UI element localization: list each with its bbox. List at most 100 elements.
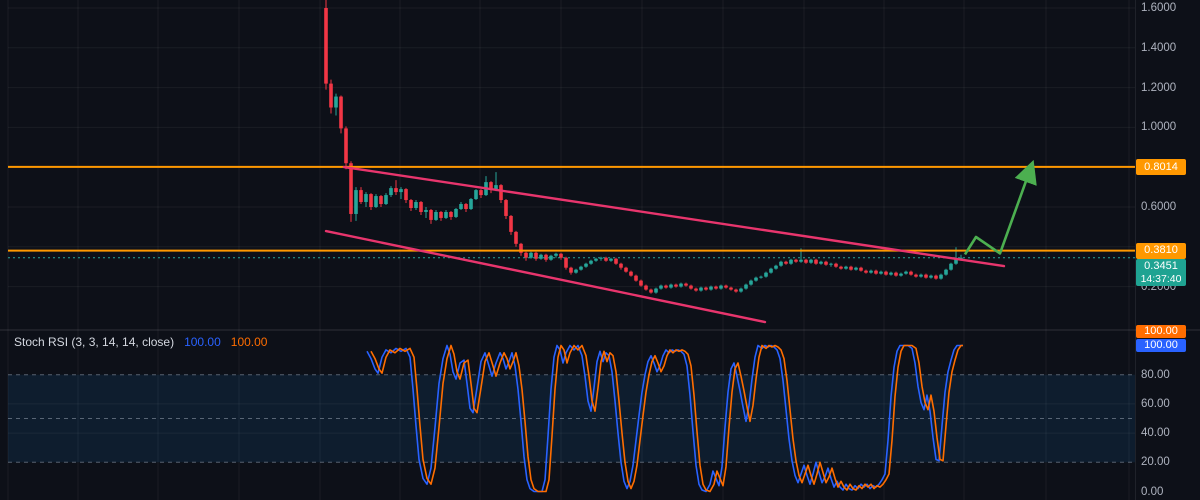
- candle: [924, 274, 928, 278]
- candle: [759, 276, 763, 278]
- candle: [429, 209, 433, 220]
- last-price-value: 0.3451: [1144, 260, 1178, 273]
- candle: [949, 263, 953, 270]
- candle: [789, 259, 793, 264]
- candle: [329, 83, 333, 108]
- indicator-title[interactable]: Stoch RSI (3, 3, 14, 14, close): [14, 335, 175, 349]
- candle: [444, 211, 448, 218]
- indicator-axis-label: 60.00: [1141, 397, 1170, 410]
- arrow-drawing[interactable]: [963, 159, 1037, 256]
- candle: [559, 253, 563, 258]
- candle: [809, 259, 813, 263]
- candle: [624, 267, 628, 272]
- candle: [594, 258, 598, 261]
- price-axis-label: 1.4000: [1141, 41, 1177, 54]
- candle: [814, 259, 818, 264]
- candle: [629, 271, 633, 276]
- price-level-badge-0-8014: 0.8014: [1136, 158, 1186, 175]
- indicator-axis-label: 40.00: [1141, 427, 1170, 440]
- candle: [834, 263, 838, 267]
- candle: [689, 285, 693, 289]
- candle: [489, 182, 493, 191]
- candle: [939, 274, 943, 279]
- price-pane: [324, 0, 963, 294]
- indicator-header: Stoch RSI (3, 3, 14, 14, close) 100.00 1…: [14, 334, 267, 350]
- price-axis-separator: [1135, 0, 1136, 500]
- stoch-rsi-pane: [8, 344, 1135, 493]
- candle: [609, 258, 613, 261]
- candle: [959, 257, 963, 259]
- trendline[interactable]: [342, 165, 1006, 268]
- candle: [359, 190, 363, 203]
- candle: [494, 185, 498, 191]
- candle: [774, 265, 778, 269]
- candle: [469, 199, 473, 209]
- price-axis[interactable]: 0.8014 0.3810 0.3451 14:37:40 100.00 100…: [1135, 0, 1200, 500]
- candle: [864, 270, 868, 273]
- candle: [829, 263, 833, 265]
- candle: [639, 280, 643, 286]
- stoch-rsi-d-badge: 100.00: [1136, 325, 1186, 338]
- candle: [344, 128, 348, 164]
- candle: [744, 284, 748, 289]
- candle: [804, 259, 808, 263]
- candle: [879, 271, 883, 274]
- indicator-axis-label: 80.00: [1141, 368, 1170, 381]
- indicator-axis-label: 20.00: [1141, 456, 1170, 469]
- candle: [819, 261, 823, 264]
- stoch-rsi-k-badge: 100.00: [1136, 338, 1186, 352]
- pane-divider[interactable]: [0, 329, 1200, 331]
- candle: [389, 188, 393, 196]
- candle: [379, 196, 383, 205]
- candle: [519, 243, 523, 253]
- candle: [799, 259, 803, 262]
- candle: [524, 252, 528, 258]
- candle: [914, 274, 918, 277]
- candle: [364, 194, 368, 203]
- candle: [549, 255, 553, 260]
- candle: [614, 258, 618, 264]
- candle: [729, 287, 733, 290]
- candle: [599, 257, 603, 259]
- candle: [504, 200, 508, 216]
- candle: [454, 208, 458, 217]
- price-level-badge-text: 0.3810: [1144, 244, 1178, 257]
- candle: [734, 289, 738, 292]
- trendline[interactable]: [324, 229, 767, 324]
- candle: [654, 288, 658, 293]
- candle: [794, 259, 798, 262]
- candle: [724, 285, 728, 288]
- candle: [334, 96, 338, 108]
- candle: [849, 266, 853, 270]
- candle: [889, 272, 893, 275]
- candle: [564, 257, 568, 268]
- candle: [604, 257, 608, 261]
- candle: [669, 284, 673, 288]
- candle: [499, 185, 503, 201]
- candle: [664, 285, 668, 288]
- candle: [349, 163, 353, 214]
- candle: [704, 287, 708, 290]
- candle: [569, 267, 573, 273]
- candle: [584, 263, 588, 267]
- candle: [674, 284, 678, 287]
- candle: [439, 211, 443, 218]
- candle: [374, 196, 378, 207]
- candle: [544, 254, 548, 260]
- indicator-axis-label: 0.00: [1141, 485, 1164, 498]
- price-axis-label: 1.2000: [1141, 81, 1177, 94]
- candle: [419, 202, 423, 212]
- candle: [894, 272, 898, 276]
- candle: [859, 267, 863, 271]
- candle: [784, 261, 788, 264]
- candle: [779, 261, 783, 266]
- candle: [739, 288, 743, 292]
- price-axis-label: 0.6000: [1141, 201, 1177, 213]
- candle: [459, 204, 463, 209]
- candle: [769, 268, 773, 273]
- price-level-badge-text: 0.8014: [1144, 160, 1178, 173]
- price-axis-label: 1.6000: [1141, 2, 1177, 14]
- candle: [534, 252, 538, 259]
